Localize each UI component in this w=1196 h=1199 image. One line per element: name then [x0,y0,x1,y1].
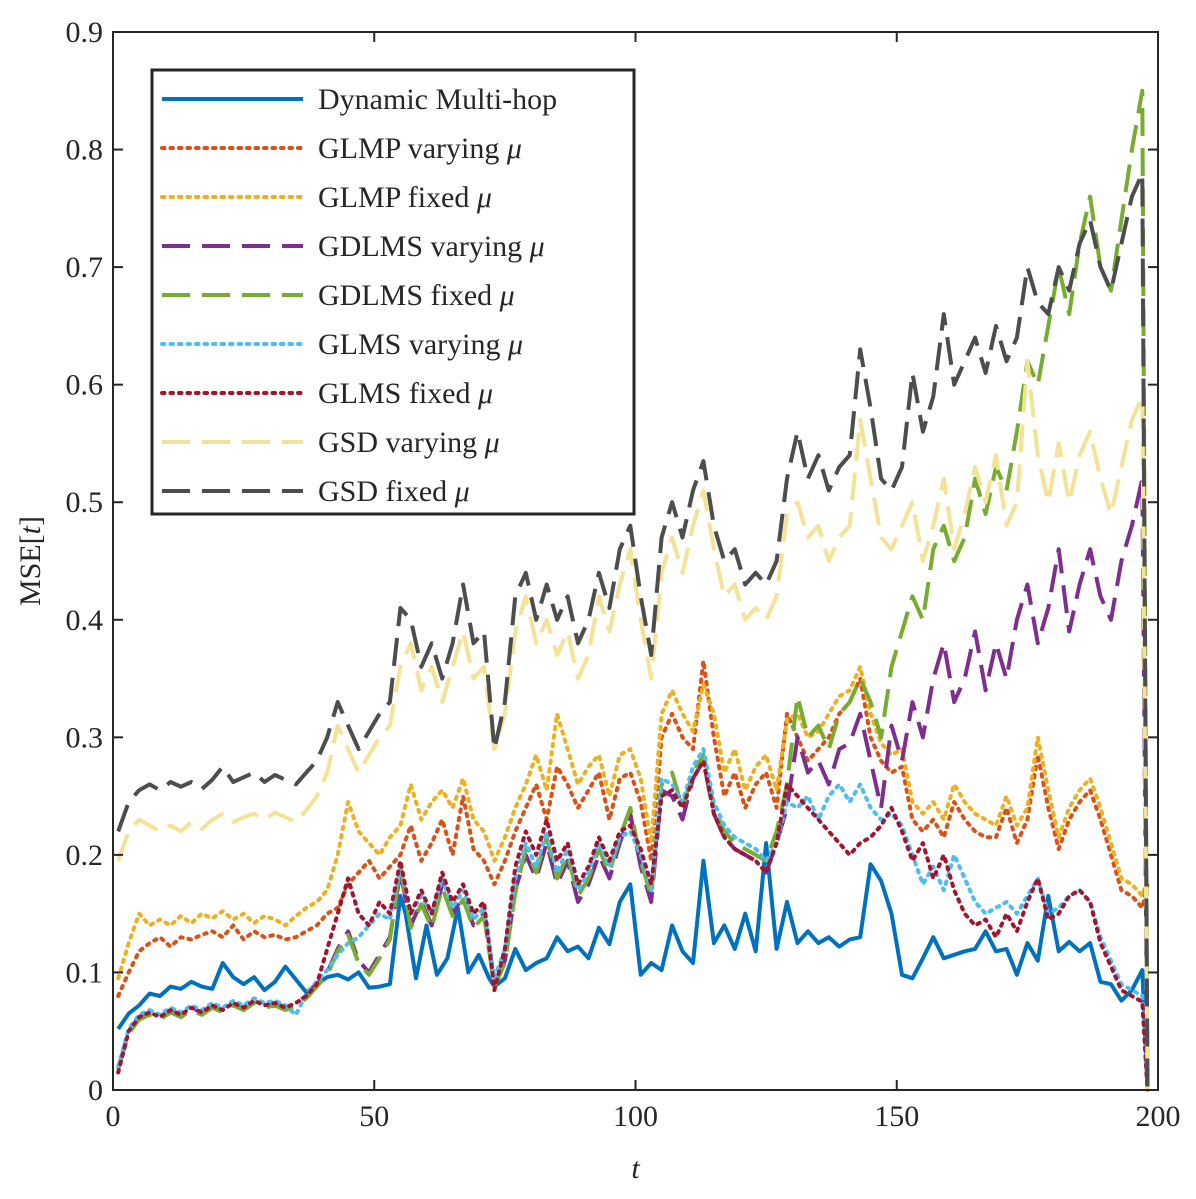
legend-label-mu: μ [506,132,522,165]
x-axis-label: t [631,1152,640,1185]
y-tick-label: 0.8 [66,134,104,167]
y-tick-label: 0.6 [66,369,104,402]
series-layer [116,88,1150,1092]
ticks-layer: 0 50 100 150 200 0 0.1 0.2 0.3 0.4 0.5 0.6 0.7 0.8 0.9 [66,16,1181,1133]
legend-label-8: GSD fixed μ [318,475,470,508]
legend-label-text: GLMS fixed [318,377,478,410]
y-tick-label: 0.4 [66,604,104,637]
legend-label-7: GSD varying μ [318,426,500,459]
legend-label-5: GLMS varying μ [318,328,523,361]
y-tick-label: 0 [88,1074,103,1107]
series-line-2 [116,664,1150,981]
legend-label-3: GDLMS varying μ [318,230,545,263]
series-line-7 [116,359,1150,1091]
legend-label-text: GSD varying [318,426,485,459]
legend-label-mu: μ [507,328,523,361]
legend-label-text: Dynamic Multi-hop [318,83,557,116]
legend-label-mu: μ [477,377,493,410]
y-axis-label: MSE[t] [14,516,47,606]
x-tick-label: 50 [359,1100,389,1133]
x-tick-label: 0 [106,1100,121,1133]
legend-label-6: GLMS fixed μ [318,377,493,410]
y-tick-label: 0.1 [66,956,104,989]
legend-label-2: GLMP fixed μ [318,181,492,214]
legend-label-0: Dynamic Multi-hop [318,83,557,116]
legend-label-mu: μ [484,426,500,459]
series-line-5 [116,747,1150,1092]
series-line-8 [116,171,1150,1091]
x-tick-label: 200 [1136,1100,1181,1133]
legend-box [150,68,636,516]
y-tick-label: 0.9 [66,16,104,49]
series-line-6 [116,758,1150,1092]
legend-label-text: GLMP varying [318,132,507,165]
series-line-1 [116,658,1150,998]
y-axis-label-t: t [14,525,47,534]
legend-label-text: GLMS varying [318,328,508,361]
legend-label-text: GDLMS fixed [318,279,500,312]
legend-label-mu: μ [529,230,545,263]
y-axis-label-mse: MSE[ [14,534,47,606]
legend-label-text: GDLMS varying [318,230,530,263]
y-tick-label: 0.2 [66,839,104,872]
legend-label-text: GLMP fixed [318,181,477,214]
legend-label-1: GLMP varying μ [318,132,522,165]
legend-label-mu: μ [499,279,515,312]
legend-label-mu: μ [476,181,492,214]
y-tick-label: 0.7 [66,251,104,284]
legend-label-text: GSD fixed [318,475,455,508]
y-axis-label-close: ] [14,516,47,526]
y-tick-label: 0.5 [66,486,104,519]
x-tick-label: 100 [613,1100,658,1133]
series-line-0 [116,841,1150,1091]
x-tick-label: 150 [874,1100,919,1133]
legend-label-mu: μ [454,475,470,508]
y-tick-label: 0.3 [66,721,104,754]
legend-label-4: GDLMS fixed μ [318,279,515,312]
